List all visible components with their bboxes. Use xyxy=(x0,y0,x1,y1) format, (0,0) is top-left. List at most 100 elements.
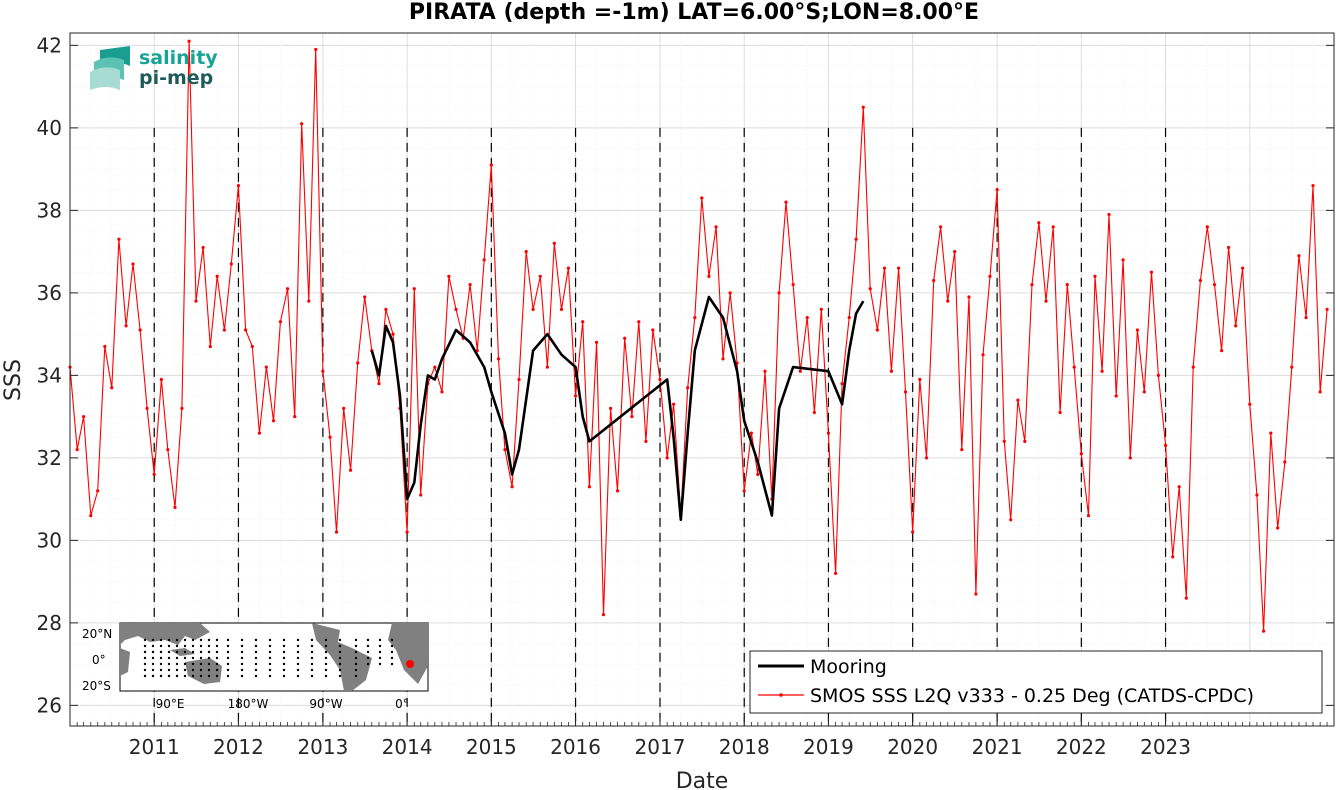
y-tick-label: 36 xyxy=(37,281,62,305)
data-point-smos xyxy=(545,365,550,369)
inset-buoy-dot xyxy=(151,656,155,660)
inset-buoy-dot xyxy=(240,656,244,660)
data-point-smos xyxy=(1184,596,1188,600)
inset-buoy-dot xyxy=(207,674,211,678)
inset-buoy-dot xyxy=(282,644,286,648)
data-point-smos xyxy=(777,291,781,295)
legend-label-smos: SMOS SSS L2Q v333 - 0.25 Deg (CATDS-CPDC… xyxy=(810,685,1254,707)
inset-buoy-dot xyxy=(191,638,195,642)
inset-buoy-dot xyxy=(226,674,230,678)
data-point-smos xyxy=(194,299,198,303)
inset-buoy-dot xyxy=(175,644,179,648)
inset-buoy-dot xyxy=(296,638,300,642)
data-point-smos xyxy=(412,287,416,291)
data-point-smos xyxy=(1290,365,1294,369)
chart-title: PIRATA (depth =-1m) LAT=6.00°S;LON=8.00°… xyxy=(409,0,979,25)
data-point-smos xyxy=(833,571,838,575)
x-tick-label: 2013 xyxy=(297,735,348,759)
inset-buoy-dot xyxy=(324,668,328,672)
inset-map-buoys xyxy=(143,638,394,678)
data-point-smos xyxy=(257,431,262,435)
data-point-smos xyxy=(363,295,367,299)
data-point-smos xyxy=(763,369,767,373)
data-point-smos xyxy=(707,274,711,278)
inset-buoy-dot xyxy=(151,638,155,642)
x-tick-label: 2011 xyxy=(129,735,180,759)
data-point-smos xyxy=(278,320,283,324)
inset-buoy-dot xyxy=(254,638,258,642)
plot-area xyxy=(70,33,1334,726)
data-point-smos xyxy=(1121,258,1125,262)
data-point-smos xyxy=(875,328,879,332)
x-tick-label: 2016 xyxy=(550,735,601,759)
data-point-smos xyxy=(208,344,212,349)
y-tick-label: 38 xyxy=(37,198,62,222)
inset-buoy-dot xyxy=(207,668,211,672)
data-point-smos xyxy=(187,39,191,43)
data-point-smos xyxy=(637,320,641,324)
inset-buoy-dot xyxy=(167,638,171,642)
data-point-smos xyxy=(145,406,149,410)
inset-buoy-dot xyxy=(354,674,358,678)
inset-map-land-australia xyxy=(185,658,222,684)
inset-buoy-dot xyxy=(338,662,342,666)
data-point-smos xyxy=(1009,518,1013,522)
legend-box xyxy=(749,650,1323,714)
inset-buoy-dot xyxy=(199,662,203,666)
data-point-smos xyxy=(138,328,142,332)
inset-buoy-dot xyxy=(338,674,342,678)
inset-buoy-dot xyxy=(254,674,258,678)
inset-buoy-dot xyxy=(310,638,314,642)
data-point-smos xyxy=(152,472,156,476)
inset-buoy-dot xyxy=(175,656,179,660)
data-point-smos xyxy=(693,316,697,320)
data-point-smos xyxy=(932,278,936,283)
data-point-smos xyxy=(1135,328,1140,332)
inset-buoy-dot xyxy=(151,662,155,666)
inset-buoy-dot xyxy=(240,644,244,648)
inset-buoy-dot xyxy=(296,656,300,660)
legend-swatch-smos-dot xyxy=(779,693,783,697)
data-point-smos xyxy=(96,489,100,493)
data-point-smos xyxy=(918,377,922,382)
inset-buoy-dot xyxy=(324,656,328,660)
data-point-smos xyxy=(293,415,297,419)
inset-buoy-dot xyxy=(324,638,328,642)
inset-buoy-dot xyxy=(282,650,286,654)
inset-buoy-dot xyxy=(167,674,171,678)
data-point-smos xyxy=(1212,283,1217,287)
inset-buoy-dot xyxy=(143,668,147,672)
inset-buoy-dot xyxy=(183,662,187,666)
data-point-smos xyxy=(348,468,353,472)
inset-buoy-dot xyxy=(167,644,171,648)
data-point-smos xyxy=(960,448,964,452)
legend: Mooring SMOS SSS L2Q v333 - 0.25 Deg (CA… xyxy=(749,650,1323,714)
data-point-smos xyxy=(1241,266,1245,270)
data-point-smos xyxy=(651,328,655,332)
inset-buoy-dot xyxy=(191,656,195,660)
data-point-smos xyxy=(1128,456,1132,460)
inset-buoy-dot xyxy=(310,650,314,654)
data-point-smos xyxy=(166,448,170,452)
inset-buoy-dot xyxy=(240,674,244,678)
data-point-smos xyxy=(1318,390,1322,394)
data-point-smos xyxy=(749,431,753,435)
data-point-smos xyxy=(1248,402,1252,406)
x-tick-label: 2012 xyxy=(213,735,264,759)
data-point-smos xyxy=(805,316,809,320)
data-point-smos xyxy=(391,332,395,336)
data-point-smos xyxy=(1016,398,1020,402)
inset-buoy-dot xyxy=(268,650,272,654)
inset-buoy-dot xyxy=(207,662,211,666)
data-point-smos xyxy=(503,448,507,452)
inset-buoy-dot xyxy=(175,638,179,642)
inset-buoy-dot xyxy=(226,638,230,642)
inset-buoy-dot xyxy=(378,644,382,648)
data-point-smos xyxy=(573,394,578,398)
data-point-smos xyxy=(1114,394,1118,398)
data-point-smos xyxy=(159,377,163,382)
inset-buoy-dot xyxy=(324,674,328,678)
data-point-smos xyxy=(215,274,219,278)
inset-buoy-dot xyxy=(240,662,244,666)
data-point-smos xyxy=(482,258,486,262)
